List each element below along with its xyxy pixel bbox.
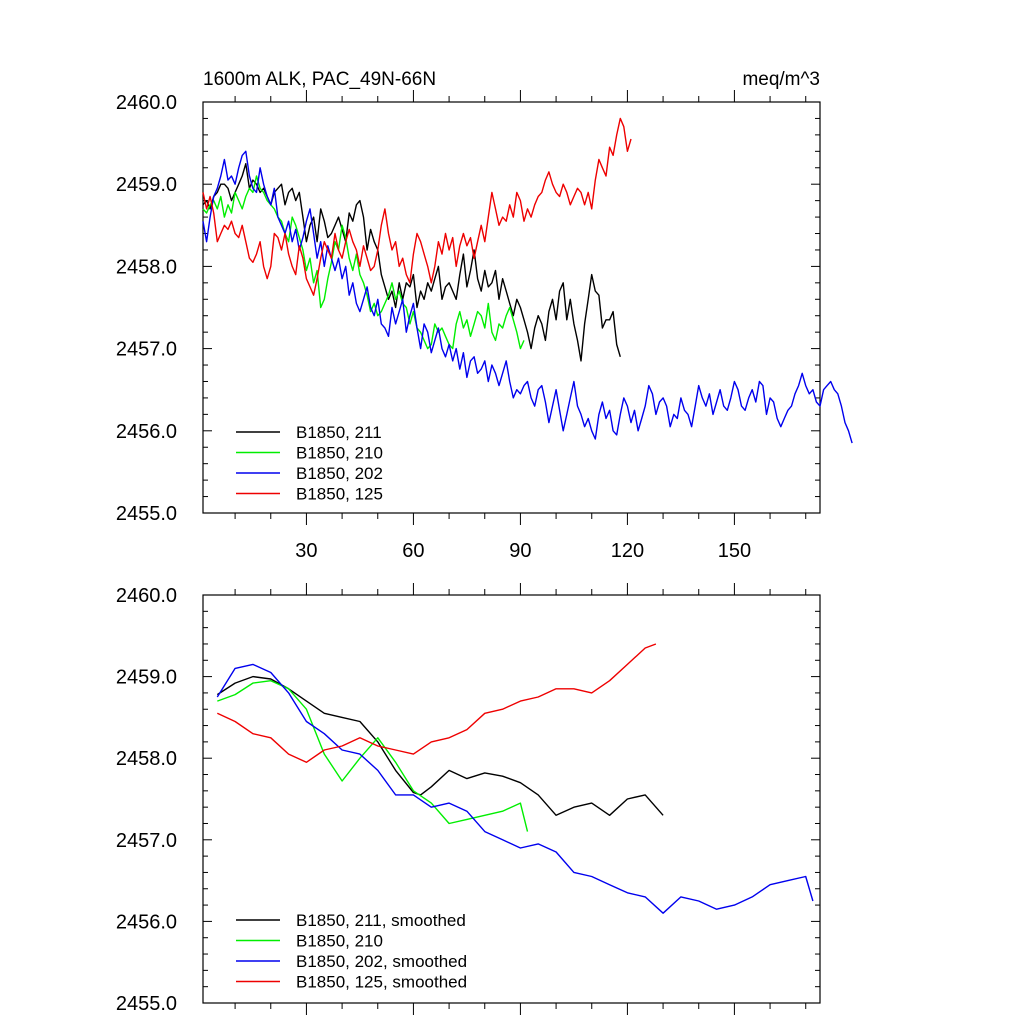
panel1-x-tick-label: 150 [718, 540, 751, 562]
panel1-y-tick-label: 2455.0 [116, 503, 177, 525]
panel2-series-line-4 [217, 643, 657, 763]
panel1-x-tick-label: 30 [295, 540, 317, 562]
panel2-series-line-1 [216, 675, 664, 816]
panel1-x-tick-label: 120 [611, 540, 644, 562]
panel1-x-tick-label: 60 [402, 540, 424, 562]
chart-title: 1600m ALK, PAC_49N-66N [203, 69, 436, 90]
panel2-legend-label-2: B1850, 210 [296, 932, 383, 951]
panel2-legend-label-3: B1850, 202, smoothed [296, 952, 467, 971]
panel2-y-tick-label: 2460.0 [116, 585, 177, 607]
panel1-series-line-4 [202, 117, 632, 296]
panel2-y-tick-label: 2455.0 [116, 993, 177, 1015]
panel2-legend-label-4: B1850, 125, smoothed [296, 973, 467, 992]
panel1-y-tick-label: 2459.0 [116, 174, 177, 196]
panel2-y-tick-label: 2457.0 [116, 830, 177, 852]
panel1-y-tick-label: 2457.0 [116, 339, 177, 361]
panel2-plot-frame [202, 594, 821, 1004]
panel1-legend-label-1: B1850, 211 [296, 423, 382, 442]
panel1-plot-frame [202, 101, 821, 514]
panel1-series-line-2 [202, 175, 525, 350]
panel2-series-line-3 [216, 663, 814, 914]
panel1-legend-label-3: B1850, 202 [296, 464, 383, 483]
panel2-legend-label-1: B1850, 211, smoothed [296, 911, 466, 930]
panel1-y-tick-label: 2456.0 [116, 421, 177, 443]
panel2-series-line-2 [217, 680, 529, 832]
panel2-y-tick-label: 2459.0 [116, 667, 177, 689]
panel2-y-tick-label: 2458.0 [116, 748, 177, 770]
panel1-y-tick-label: 2460.0 [116, 92, 177, 114]
panel1-legend-label-4: B1850, 125 [296, 485, 383, 504]
panel2-y-tick-label: 2456.0 [116, 911, 177, 933]
units-label: meq/m^3 [742, 69, 820, 90]
panel1-series-line-3 [202, 150, 853, 444]
panel1-x-tick-label: 90 [509, 540, 531, 562]
panel1-legend-label-2: B1850, 210 [296, 444, 383, 463]
panel1-y-tick-label: 2458.0 [116, 256, 177, 278]
